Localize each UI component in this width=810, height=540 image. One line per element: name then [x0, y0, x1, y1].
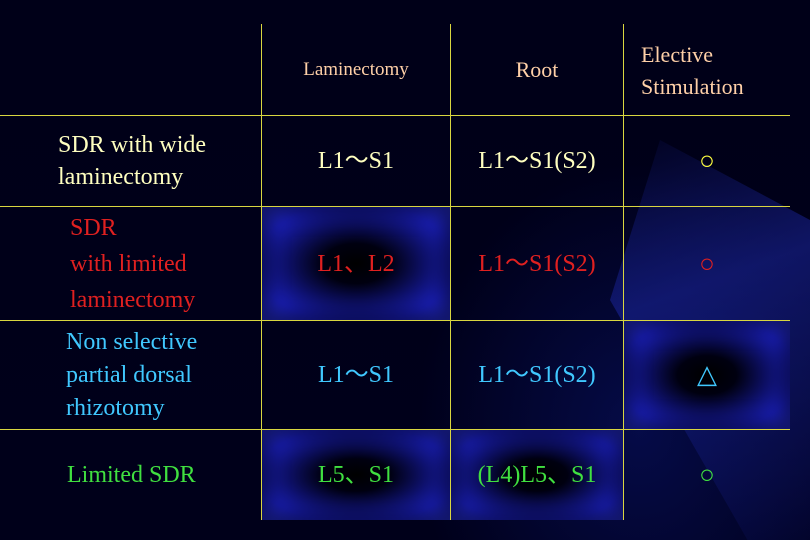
row-2-stimulation-circle-icon: ○: [699, 248, 715, 278]
row-2-label: SDR with limited laminectomy: [70, 207, 260, 320]
grid-vline-2: [450, 24, 451, 520]
row-3-stimulation-triangle-icon: △: [624, 321, 790, 429]
row-3-laminectomy: L1〜S1: [317, 362, 394, 388]
row-3-label-line2: partial dorsal: [66, 361, 192, 388]
grid-vline-1: [261, 24, 262, 520]
header-laminectomy: Laminectomy: [303, 59, 409, 80]
row-2-label-line2: with limited: [70, 250, 187, 277]
row-1-label: SDR with wide laminectomy: [58, 116, 258, 206]
grid-hline-4: [0, 429, 790, 430]
row-3-label-line1: Non selective: [66, 328, 198, 355]
row-1-root: L1〜S1(S2): [478, 148, 596, 174]
header-elective-line2: Stimulation: [641, 74, 744, 99]
grid-hline-1: [0, 115, 790, 116]
header-root: Root: [515, 57, 559, 82]
grid-vline-3: [623, 24, 624, 520]
row-4-laminectomy: L5、S1: [262, 430, 450, 520]
grid-hline-3: [0, 320, 790, 321]
row-4-label: Limited SDR: [67, 462, 196, 488]
row-4-stimulation-circle-icon: ○: [699, 460, 715, 489]
row-2-root: L1〜S1(S2): [478, 250, 596, 277]
row-2-label-line3: laminectomy: [70, 286, 196, 313]
row-1-stimulation-circle-icon: ○: [699, 146, 715, 175]
row-4-root: (L4)L5、S1: [451, 430, 623, 520]
row-2-label-line1: SDR: [70, 214, 117, 241]
row-3-label-line3: rhizotomy: [66, 394, 165, 421]
row-1-label-line2: laminectomy: [58, 164, 184, 190]
header-elective-stimulation: Elective Stimulation: [641, 36, 801, 106]
row-3-label: Non selective partial dorsal rhizotomy: [66, 321, 260, 429]
row-1-label-line1: SDR with wide: [58, 132, 207, 158]
row-1-laminectomy: L1〜S1: [317, 148, 394, 174]
grid-hline-2: [0, 206, 790, 207]
row-2-laminectomy: L1、L2: [262, 207, 450, 320]
header-elective-line1: Elective: [641, 42, 714, 67]
row-3-root: L1〜S1(S2): [478, 362, 596, 388]
